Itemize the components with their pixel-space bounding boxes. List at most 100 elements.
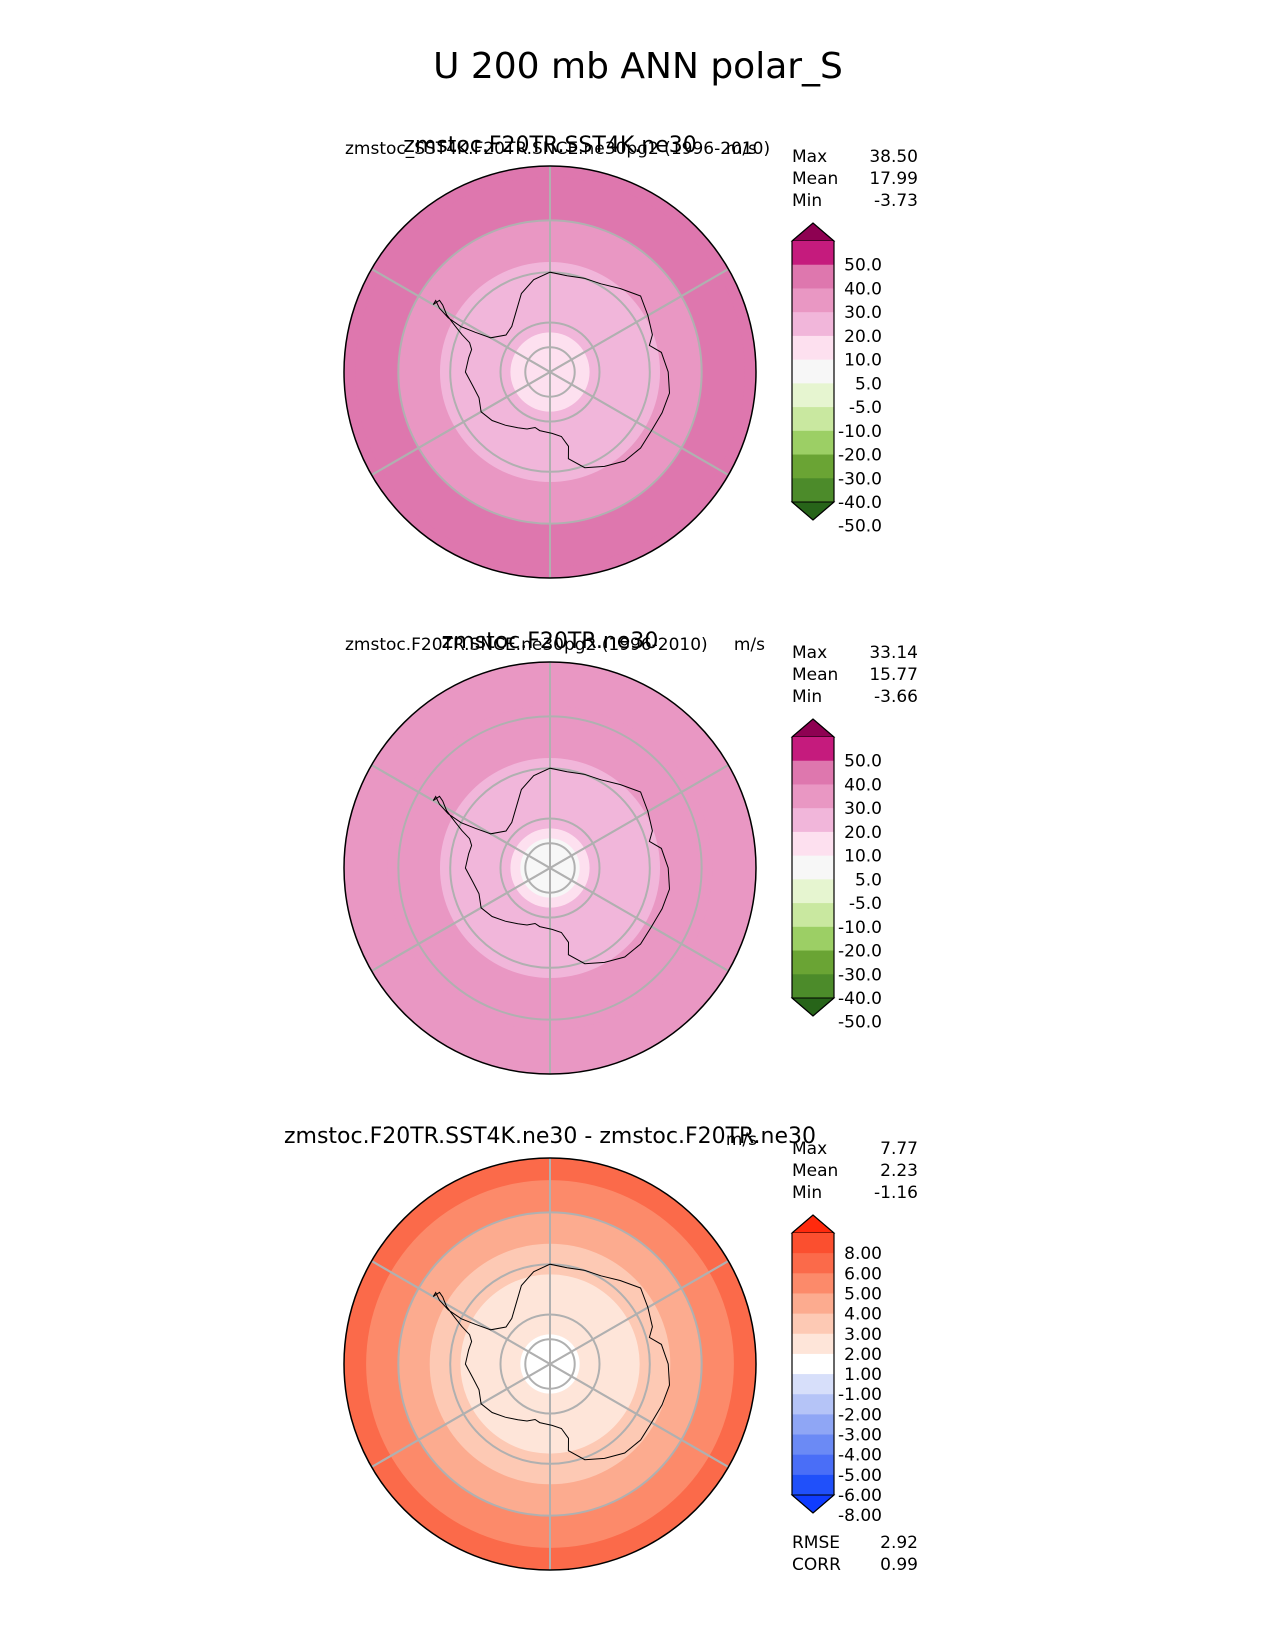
panel-title: zmstoc.F20TR.ne30 bbox=[442, 629, 659, 654]
stat-min-value: -3.73 bbox=[874, 191, 918, 211]
colorbar-outline bbox=[791, 718, 835, 1017]
colorbar-tick-label: 10.0 bbox=[844, 847, 882, 867]
coastline-path bbox=[432, 767, 671, 965]
stat-min-value: -3.66 bbox=[874, 687, 918, 707]
colorbar: 8.006.005.004.003.002.001.00-1.00-2.00-3… bbox=[790, 1214, 882, 1526]
colorbar-segment bbox=[792, 1353, 834, 1375]
colorbar-tick-label: 40.0 bbox=[844, 775, 882, 795]
colorbar-segment bbox=[792, 1374, 834, 1395]
colorbar-tick-label: -50.0 bbox=[838, 517, 882, 537]
stat-min-label: Min bbox=[792, 687, 822, 707]
colorbar: 50.0 40.0 30.0 20.0 10.0 5.0 -5.0 -10.0 -20.0 -30… bbox=[790, 718, 882, 1033]
map-boundary bbox=[343, 661, 757, 1075]
colorbar-tick-label: -30.0 bbox=[838, 469, 882, 489]
colorbar-tick-label: 5.00 bbox=[844, 1284, 882, 1304]
map-gridlines bbox=[371, 1158, 729, 1570]
colorbar-tick-label: 4.00 bbox=[844, 1305, 882, 1325]
colorbar-segment bbox=[792, 454, 834, 479]
panel-title: zmstoc.F20TR.SST4K.ne30 bbox=[403, 133, 696, 158]
colorbar-segment bbox=[792, 264, 834, 289]
colorbar-tick-label: -30.0 bbox=[838, 965, 882, 985]
colorbar-tick-label: 30.0 bbox=[844, 799, 882, 819]
map-gridlines bbox=[371, 662, 729, 1074]
colorbar-segment bbox=[792, 1233, 834, 1254]
colorbar-segment bbox=[792, 855, 834, 880]
stat-max-label: Max bbox=[792, 643, 827, 663]
colorbar-tick-label: 10.0 bbox=[844, 351, 882, 371]
colorbar-tick-label: -10.0 bbox=[838, 422, 882, 442]
colorbar-segment bbox=[792, 784, 834, 809]
colorbar-tick-label: 5.0 bbox=[855, 374, 882, 394]
colorbar-tick-label: -8.00 bbox=[838, 1506, 882, 1526]
panel-units: m/s bbox=[726, 139, 757, 159]
colorbar-segment bbox=[792, 1333, 834, 1355]
colorbar-outline bbox=[791, 1214, 835, 1514]
panel-units: m/s bbox=[726, 1130, 757, 1150]
stat-mean-label: Mean bbox=[792, 1161, 838, 1181]
colorbar-segment bbox=[792, 478, 834, 503]
colorbar-tick-label: -5.00 bbox=[838, 1466, 882, 1486]
colorbar: 50.0 40.0 30.0 20.0 10.0 5.0 -5.0 -10.0 -20.0 -30… bbox=[790, 222, 882, 537]
colorbar-segment bbox=[792, 241, 834, 266]
colorbar-tick-label: -2.00 bbox=[838, 1405, 882, 1425]
panel-title: zmstoc.F20TR.SST4K.ne30 - zmstoc.F20TR.n… bbox=[284, 1124, 816, 1149]
colorbar-tick-label: -5.0 bbox=[849, 894, 882, 914]
coastline-path bbox=[432, 271, 671, 469]
colorbar-tick-label: -50.0 bbox=[838, 1013, 882, 1033]
colorbar-tick-label: 3.00 bbox=[844, 1325, 882, 1345]
colorbar-tick-label: -1.00 bbox=[838, 1385, 882, 1405]
stat-mean-value: 15.77 bbox=[869, 665, 918, 685]
colorbar-tick-label: 8.00 bbox=[844, 1244, 882, 1264]
colorbar-tick-label: 6.00 bbox=[844, 1264, 882, 1284]
meridian-line bbox=[371, 268, 729, 476]
stat-mean-label: Mean bbox=[792, 665, 838, 685]
colorbar-segment bbox=[792, 950, 834, 975]
antarctica-coastline bbox=[432, 767, 671, 965]
colorbar-extend-bottom bbox=[790, 1494, 836, 1514]
colorbar-segment bbox=[792, 407, 834, 432]
corr-label: CORR bbox=[792, 1555, 841, 1575]
corr-value: 0.99 bbox=[880, 1555, 918, 1575]
map-boundary bbox=[343, 1157, 757, 1571]
colorbar-segment bbox=[792, 1394, 834, 1415]
colorbar-segment bbox=[792, 1454, 834, 1476]
colorbar-segment bbox=[792, 1474, 834, 1496]
colorbar-segment bbox=[792, 383, 834, 408]
colorbar-segment bbox=[792, 808, 834, 833]
colorbar-outline bbox=[791, 222, 835, 521]
stat-max-label: Max bbox=[792, 1139, 827, 1159]
colorbar-tick-label: 20.0 bbox=[844, 823, 882, 843]
colorbar-tick-label: 1.00 bbox=[844, 1365, 882, 1385]
panel-subtitle: zmstoc_SST4K.F20TR.SNCE.ne30pg2 (1996-20… bbox=[345, 139, 770, 159]
colorbar-segment bbox=[792, 430, 834, 456]
stat-max-value: 7.77 bbox=[880, 1139, 918, 1159]
stat-max-label: Max bbox=[792, 147, 827, 167]
rmse-label: RMSE bbox=[792, 1533, 840, 1553]
colorbar-segment bbox=[792, 1273, 834, 1294]
colorbar-tick-label: 20.0 bbox=[844, 327, 882, 347]
map-boundary bbox=[343, 165, 757, 579]
colorbar-tick-label: -5.0 bbox=[849, 398, 882, 418]
colorbar-segment bbox=[792, 737, 834, 762]
panel-subtitle: zmstoc.F20TR.SNCE.ne30pg2 (1996-2010) bbox=[345, 635, 708, 655]
colorbar-segment bbox=[792, 335, 834, 361]
colorbar-tick-label: -6.00 bbox=[838, 1486, 882, 1506]
antarctica-coastline bbox=[432, 271, 671, 469]
colorbar-tick-label: 50.0 bbox=[844, 752, 882, 772]
colorbar-tick-label: -20.0 bbox=[838, 446, 882, 466]
panel-control: zmstoc.F20TR.ne30 zmstoc.F20TR.SNCE.ne30… bbox=[343, 629, 918, 1075]
colorbar-tick-label: 40.0 bbox=[844, 279, 882, 299]
rmse-value: 2.92 bbox=[880, 1533, 918, 1553]
colorbar-segment bbox=[792, 312, 834, 337]
stat-min-label: Min bbox=[792, 1183, 822, 1203]
stat-max-value: 33.14 bbox=[869, 643, 918, 663]
colorbar-extend-bottom bbox=[790, 997, 836, 1017]
stat-min-label: Min bbox=[792, 191, 822, 211]
meridian-line bbox=[371, 1260, 729, 1468]
colorbar-tick-label: -3.00 bbox=[838, 1426, 882, 1446]
colorbar-segment bbox=[792, 760, 834, 785]
colorbar-segment bbox=[792, 1414, 834, 1436]
stat-mean-value: 17.99 bbox=[869, 169, 918, 189]
colorbar-extend-top bbox=[790, 222, 836, 242]
